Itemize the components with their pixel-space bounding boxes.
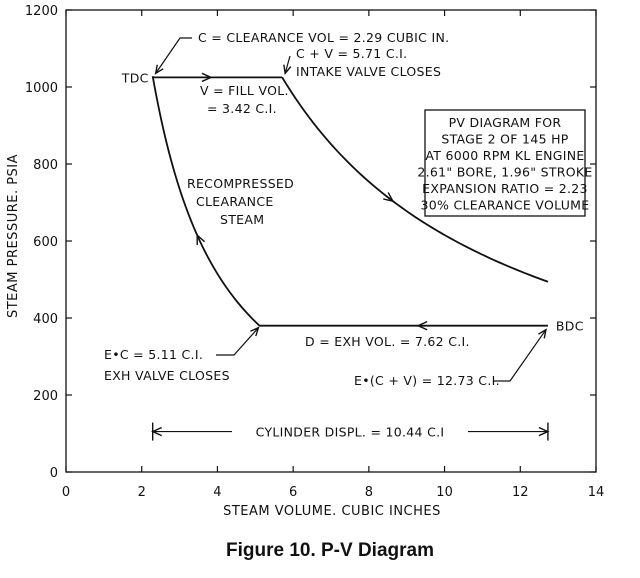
clearance-leader-line xyxy=(155,37,192,74)
recompressed-label-3: STEAM xyxy=(220,212,264,227)
recompressed-label-2: CLEARANCE xyxy=(196,194,274,209)
ecv-leader-line xyxy=(494,329,547,382)
exhaust-direction-arrow xyxy=(416,321,428,331)
y-axis-label: STEAM PRESSURE. PSIA xyxy=(6,154,21,318)
recompressed-label: RECOMPRESSED xyxy=(187,176,294,191)
y-tick-label: 400 xyxy=(33,312,58,327)
info-box xyxy=(424,109,586,217)
x-tick-label: 14 xyxy=(588,485,605,500)
x-tick-label: 10 xyxy=(436,485,453,500)
fill-vol-label: V = FILL VOL. xyxy=(200,83,289,98)
x-tick-label: 12 xyxy=(512,485,529,500)
y-tick-label: 600 xyxy=(33,235,58,250)
y-tick-label: 1000 xyxy=(25,81,58,96)
recompression-direction-arrow xyxy=(196,233,206,246)
fill-vol-label-2: = 3.42 C.I. xyxy=(207,101,277,116)
info-box-line: STAGE 2 OF 145 HP xyxy=(441,132,568,147)
y-tick-label: 1200 xyxy=(25,4,58,19)
x-tick-label: 8 xyxy=(365,485,373,500)
x-axis-label: STEAM VOLUME. CUBIC INCHES xyxy=(223,504,441,519)
x-tick-label: 2 xyxy=(138,485,146,500)
intake-close-label: C + V = 5.71 C.I. xyxy=(296,46,407,61)
intake-direction-arrow xyxy=(201,72,213,83)
intake-close-label-2: INTAKE VALVE CLOSES xyxy=(296,64,441,79)
info-box-line: 2.61" BORE, 1.96" STROKE xyxy=(417,165,592,180)
intake-close-leader-arrow xyxy=(283,64,292,76)
info-box-line: AT 6000 RPM KL ENGINE xyxy=(425,148,584,163)
expansion-direction-arrow xyxy=(383,192,395,203)
x-tick-label: 0 xyxy=(62,485,70,500)
ecv-label: E•(C + V) = 12.73 C.I. xyxy=(354,373,500,388)
y-tick-label: 0 xyxy=(50,466,58,481)
y-tick-label: 800 xyxy=(33,158,58,173)
exh-close-label-2: EXH VALVE CLOSES xyxy=(104,368,230,383)
y-tick-label: 200 xyxy=(33,389,58,404)
cycle-recompression-line xyxy=(151,76,261,327)
info-box-line: PV DIAGRAM FOR xyxy=(449,115,562,130)
tdc-label: TDC xyxy=(121,70,149,85)
cycle-expansion-line xyxy=(281,76,549,283)
exh-close-leader-line xyxy=(216,327,259,356)
exh-close-label: E•C = 5.11 C.I. xyxy=(104,347,203,362)
info-box-line: 30% CLEARANCE VOLUME xyxy=(421,198,590,213)
figure-caption: Figure 10. P-V Diagram xyxy=(226,540,434,561)
cylinder-displ-label: CYLINDER DISPL. = 10.44 C.I xyxy=(256,425,445,440)
info-box-line: EXPANSION RATIO = 2.23 xyxy=(422,181,588,196)
clearance-vol-label: C = CLEARANCE VOL = 2.29 CUBIC IN. xyxy=(198,30,449,45)
intake-close-leader-line xyxy=(284,55,291,74)
exh-vol-label: D = EXH VOL. = 7.62 C.I. xyxy=(305,334,470,349)
x-tick-label: 6 xyxy=(289,485,297,500)
bdc-label: BDC xyxy=(556,319,584,334)
x-tick-label: 4 xyxy=(213,485,221,500)
